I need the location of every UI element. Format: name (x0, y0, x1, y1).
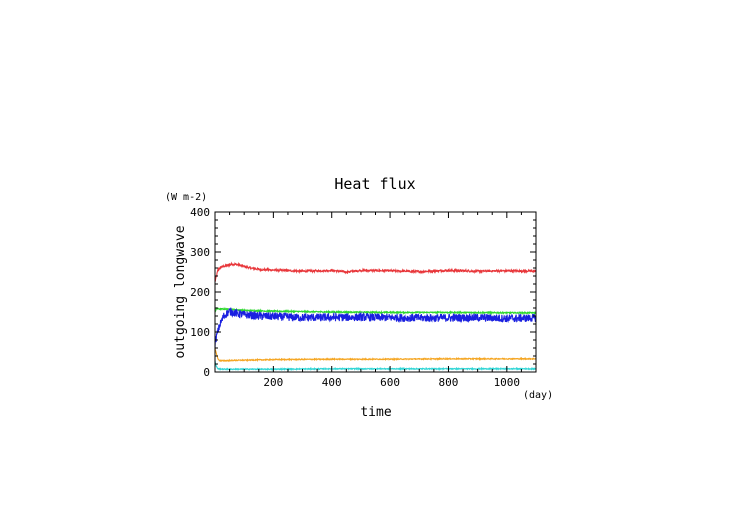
y-tick-label: 300 (190, 246, 210, 259)
y-tick-label: 200 (190, 286, 210, 299)
series-line-5 (215, 360, 536, 372)
x-tick-label: 400 (322, 376, 342, 389)
x-tick-label: 600 (380, 376, 400, 389)
chart-title: Heat flux (334, 175, 415, 193)
x-axis-unit: (day) (523, 390, 553, 401)
series-line-1 (215, 261, 536, 282)
plot-frame (214, 211, 537, 373)
y-tick-label: 400 (190, 206, 210, 219)
series-line-4 (215, 347, 536, 363)
x-tick-label: 800 (439, 376, 459, 389)
series-line-3 (215, 307, 536, 348)
x-tick-label: 200 (263, 376, 283, 389)
x-axis-label: time (360, 405, 391, 420)
y-tick-label: 100 (190, 326, 210, 339)
y-axis-label: outgoing longwave (173, 225, 188, 358)
series-line-2 (215, 306, 536, 316)
y-tick-label: 0 (203, 366, 210, 379)
y-axis-unit: (W m-2) (165, 192, 207, 203)
x-tick-label: 1000 (494, 376, 521, 389)
